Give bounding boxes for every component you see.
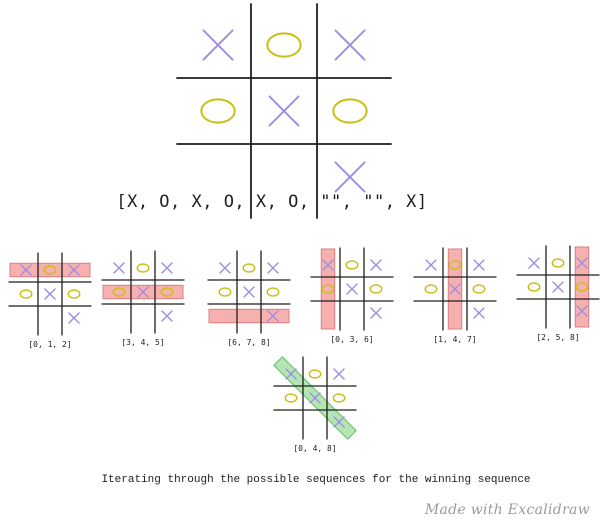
o-mark: [284, 393, 298, 403]
x-mark-stroke: [576, 257, 588, 269]
o-mark: [218, 287, 232, 297]
x-mark-stroke: [20, 264, 32, 276]
x-mark-stroke: [161, 310, 173, 322]
sequence-label: [0, 1, 2]: [28, 340, 71, 349]
x-mark-stroke: [44, 288, 56, 300]
x-mark-stroke: [370, 307, 382, 319]
o-mark: [266, 32, 302, 58]
sequence-label: [3, 4, 5]: [121, 338, 164, 347]
o-mark: [19, 289, 33, 299]
o-mark: [472, 284, 486, 294]
x-mark-stroke: [449, 283, 461, 295]
excalidraw-watermark: Made with Excalidraw: [424, 502, 590, 518]
sequence-board-0-3-6: [0, 3, 6]: [310, 247, 394, 344]
x-mark-stroke: [68, 264, 80, 276]
o-mark: [112, 287, 126, 297]
x-mark-stroke: [370, 259, 382, 271]
x-mark-stroke: [346, 283, 358, 295]
o-mark: [369, 284, 383, 294]
o-mark: [332, 98, 368, 124]
o-mark: [448, 260, 462, 270]
sequence-label: [0, 3, 6]: [330, 335, 373, 344]
sequence-board-6-7-8: [6, 7, 8]: [207, 250, 291, 347]
o-mark: [345, 260, 359, 270]
sequence-board-3-4-5: [3, 4, 5]: [101, 250, 185, 347]
x-mark-stroke: [267, 310, 279, 322]
o-mark: [424, 284, 438, 294]
x-mark-stroke: [334, 161, 366, 193]
sequence-board-1-4-7: [1, 4, 7]: [413, 247, 497, 344]
x-mark-stroke: [528, 257, 540, 269]
x-mark-stroke: [243, 286, 255, 298]
x-mark-stroke: [202, 29, 234, 61]
x-mark-stroke: [552, 281, 564, 293]
o-mark: [575, 282, 589, 292]
sequence-label: [0, 4, 8]: [293, 444, 336, 453]
o-mark: [551, 258, 565, 268]
caption: Iterating through the possible sequences…: [101, 474, 531, 486]
x-mark-stroke: [285, 368, 297, 380]
x-mark-stroke: [576, 305, 588, 317]
sequence-label: [6, 7, 8]: [227, 338, 270, 347]
sequence-board-2-5-8: [2, 5, 8]: [516, 245, 600, 342]
o-mark: [321, 284, 335, 294]
x-mark-stroke: [334, 29, 366, 61]
x-mark-stroke: [473, 307, 485, 319]
x-mark-stroke: [473, 259, 485, 271]
sequence-label: [1, 4, 7]: [433, 335, 476, 344]
o-mark: [43, 265, 57, 275]
main-board: [176, 3, 392, 219]
x-mark-stroke: [137, 286, 149, 298]
o-mark: [136, 263, 150, 273]
o-mark: [308, 369, 322, 379]
x-mark-stroke: [309, 392, 321, 404]
x-mark-stroke: [267, 262, 279, 274]
o-mark: [200, 98, 236, 124]
x-mark-stroke: [333, 416, 345, 428]
o-mark: [332, 393, 346, 403]
x-mark-stroke: [322, 259, 334, 271]
o-mark: [242, 263, 256, 273]
board-array-text: [X, O, X, O, X, O, "", "", X]: [116, 192, 428, 212]
o-mark: [527, 282, 541, 292]
o-mark: [67, 289, 81, 299]
sequence-board-0-4-8: [0, 4, 8]: [273, 356, 357, 453]
o-mark: [266, 287, 280, 297]
x-mark-stroke: [268, 95, 300, 127]
sequence-label: [2, 5, 8]: [536, 333, 579, 342]
x-mark-stroke: [68, 312, 80, 324]
x-mark-stroke: [113, 262, 125, 274]
x-mark-stroke: [219, 262, 231, 274]
o-mark: [160, 287, 174, 297]
x-mark-stroke: [333, 368, 345, 380]
x-mark-stroke: [425, 259, 437, 271]
x-mark-stroke: [161, 262, 173, 274]
sequence-board-0-1-2: [0, 1, 2]: [8, 252, 92, 349]
